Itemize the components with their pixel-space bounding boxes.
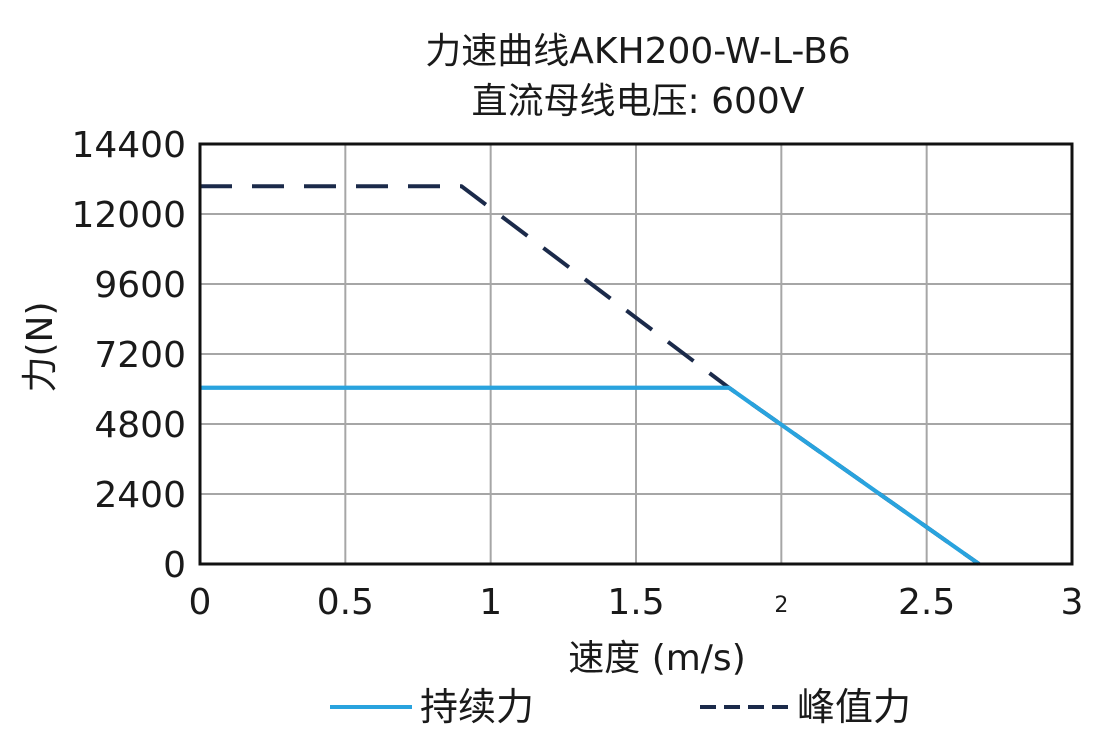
chart-subtitle: 直流母线电压: 600V	[472, 81, 805, 122]
y-tick-label-1: 2400	[94, 475, 186, 516]
series-line-0	[200, 385, 981, 566]
y-tick-label-2: 4800	[94, 405, 186, 446]
x-tick-label-5: 2.5	[898, 582, 955, 623]
x-tick-label-4: 2	[774, 593, 788, 618]
x-tick-label-2: 1	[479, 582, 502, 623]
y-tick-label-4: 9600	[94, 265, 186, 306]
y-axis-label: 力(N)	[20, 301, 61, 392]
x-tick-labels: 0 0.5 1 1.5 2 2.5 3	[189, 582, 1084, 623]
x-tick-label-6: 3	[1061, 582, 1084, 623]
x-tick-label-1: 0.5	[317, 582, 374, 623]
legend-label-peak: 峰值力	[797, 685, 911, 729]
y-tick-label-3: 7200	[94, 335, 186, 376]
y-tick-label-0: 0	[163, 545, 186, 586]
chart-title: 力速曲线AKH200-W-L-B6	[425, 31, 850, 72]
x-axis-label: 速度 (m/s)	[568, 638, 746, 679]
plot-frame	[198, 142, 1074, 566]
x-tick-label-0: 0	[189, 582, 212, 623]
x-tick-label-3: 1.5	[607, 582, 664, 623]
y-tick-label-5: 12000	[71, 195, 186, 236]
series-layer	[200, 184, 981, 566]
legend-label-continuous: 持续力	[420, 685, 534, 729]
legend: 持续力 峰值力	[330, 685, 911, 729]
y-tick-labels: 0 2400 4800 7200 9600 12000 14400	[71, 125, 186, 586]
y-tick-label-6: 14400	[71, 125, 186, 166]
